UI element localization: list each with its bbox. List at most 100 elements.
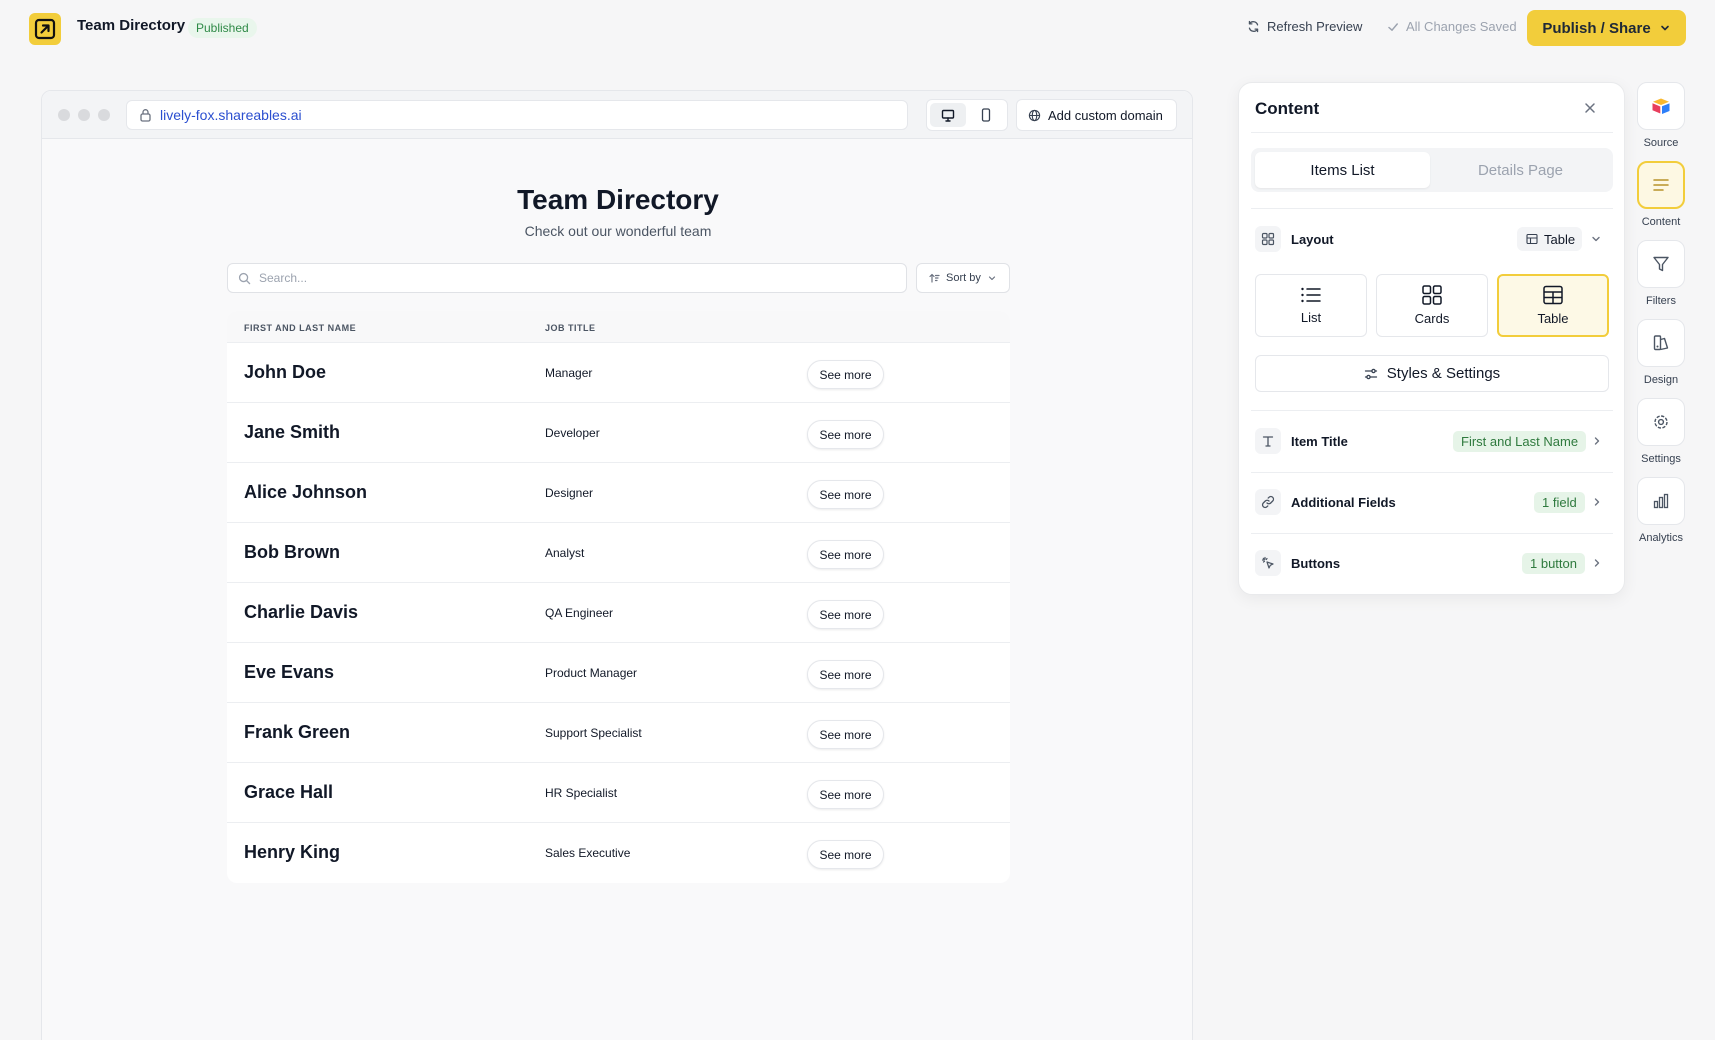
tab-details-page[interactable]: Details Page	[1477, 161, 1564, 179]
member-job-title: QA Engineer	[545, 606, 614, 620]
publish-share-button[interactable]: Publish / Share	[1527, 10, 1686, 46]
add-custom-domain-button[interactable]: Add custom domain	[1016, 99, 1177, 131]
refresh-icon	[1248, 20, 1259, 33]
member-name: Frank Green	[244, 722, 351, 742]
buttons-value: 1 button	[1522, 553, 1585, 574]
chevron-right-icon	[1594, 559, 1600, 567]
sort-by-label: Sort by	[946, 272, 981, 284]
window-dot	[78, 109, 90, 121]
refresh-preview-button[interactable]: Refresh Preview	[1247, 19, 1362, 34]
member-name: Jane Smith	[244, 422, 341, 442]
table-header: FIRST AND LAST NAME JOB TITLE	[227, 311, 1010, 343]
rail-label: Content	[1641, 216, 1681, 228]
see-more-button[interactable]: See more	[807, 480, 884, 509]
layout-option-table[interactable]: Table	[1497, 274, 1609, 337]
member-name: Bob Brown	[244, 542, 340, 562]
additional-fields-label: Additional Fields	[1291, 495, 1396, 510]
rail-design[interactable]: Design	[1637, 319, 1685, 386]
see-more-button[interactable]: See more	[807, 720, 884, 749]
member-name: Grace Hall	[244, 782, 334, 802]
content-lines-icon	[1653, 179, 1669, 191]
layout-option-list[interactable]: List	[1255, 274, 1367, 337]
layout-option-cards[interactable]: Cards	[1376, 274, 1488, 337]
styles-settings-label: Styles & Settings	[1386, 365, 1501, 382]
table-body: John Doe Manager See more Jane Smith Develop…	[227, 343, 1010, 883]
divider	[1251, 472, 1613, 473]
mobile-view-button[interactable]	[968, 103, 1004, 127]
rail-source[interactable]: Source	[1637, 82, 1685, 149]
member-job-title: Analyst	[545, 546, 585, 560]
rail-content[interactable]: Content	[1637, 161, 1685, 228]
item-title-icon-box	[1255, 428, 1281, 454]
status-badge: Published	[188, 18, 257, 38]
see-more-button[interactable]: See more	[807, 540, 884, 569]
column-header-job-title: JOB TITLE	[545, 323, 596, 333]
see-more-button[interactable]: See more	[807, 660, 884, 689]
table-icon	[1526, 233, 1538, 245]
rail-analytics[interactable]: Analytics	[1637, 477, 1685, 544]
member-job-title: Support Specialist	[545, 726, 642, 740]
rail-filters[interactable]: Filters	[1637, 240, 1685, 307]
publish-share-label: Publish / Share	[1542, 19, 1651, 37]
table-row: Jane Smith Developer See more	[227, 403, 1010, 463]
sliders-icon	[1364, 368, 1377, 379]
filter-icon	[1653, 256, 1669, 272]
list-icon	[1301, 287, 1321, 303]
see-more-button[interactable]: See more	[807, 360, 884, 389]
chevron-down-icon	[1660, 25, 1669, 31]
layout-option-label: Table	[1537, 311, 1569, 326]
layout-select-value: Table	[1544, 231, 1576, 247]
styles-settings-button[interactable]: Styles & Settings	[1255, 355, 1609, 392]
cards-grid-icon	[1422, 285, 1442, 305]
tab-items-list[interactable]: Items List	[1255, 152, 1430, 188]
rail-settings[interactable]: Settings	[1637, 398, 1685, 465]
sort-icon	[929, 273, 940, 283]
rail-analytics-button[interactable]	[1637, 477, 1685, 525]
chevron-down-icon	[988, 276, 995, 281]
project-title: Team Directory	[77, 17, 186, 34]
url-bar[interactable]: lively-fox.shareables.ai	[126, 100, 908, 130]
divider	[1251, 132, 1613, 133]
preview-page: Team Directory Check out our wonderful t…	[42, 139, 1192, 1040]
see-more-button[interactable]: See more	[807, 840, 884, 869]
desktop-view-button[interactable]	[930, 103, 966, 127]
search-box	[227, 263, 907, 293]
content-panel: Content Items List Details Page Layout T…	[1238, 82, 1625, 595]
globe-icon	[1028, 109, 1041, 121]
additional-fields-value: 1 field	[1534, 492, 1585, 513]
check-icon	[1388, 22, 1398, 31]
divider	[1251, 410, 1613, 411]
member-job-title: Sales Executive	[545, 846, 631, 860]
layout-select[interactable]: Table	[1517, 227, 1582, 251]
text-type-icon	[1262, 436, 1274, 447]
table-row: Alice Johnson Designer See more	[227, 463, 1010, 523]
see-more-button[interactable]: See more	[807, 420, 884, 449]
sort-by-button[interactable]: Sort by	[916, 263, 1010, 293]
search-input[interactable]	[259, 271, 859, 285]
column-header-name: FIRST AND LAST NAME	[244, 323, 357, 333]
member-job-title: Product Manager	[545, 666, 638, 680]
divider	[1251, 533, 1613, 534]
app-logo[interactable]	[29, 13, 61, 45]
rail-filters-button[interactable]	[1637, 240, 1685, 288]
layout-icon-box	[1255, 226, 1281, 252]
member-name: Henry King	[244, 842, 341, 862]
table-row: Charlie Davis QA Engineer See more	[227, 583, 1010, 643]
see-more-button[interactable]: See more	[807, 780, 884, 809]
table-row: Bob Brown Analyst See more	[227, 523, 1010, 583]
close-panel-button[interactable]	[1579, 97, 1601, 119]
member-job-title: Designer	[545, 486, 594, 500]
buttons-icon-box	[1255, 550, 1281, 576]
rail-content-button[interactable]	[1637, 161, 1685, 209]
chevron-down-icon[interactable]	[1590, 233, 1602, 245]
see-more-button[interactable]: See more	[807, 600, 884, 629]
table-row: Frank Green Support Specialist See more	[227, 703, 1010, 763]
rail-design-button[interactable]	[1637, 319, 1685, 367]
device-toggle	[926, 99, 1008, 131]
content-tabs: Items List Details Page	[1251, 148, 1613, 192]
url-text: lively-fox.shareables.ai	[160, 107, 302, 123]
preview-window: lively-fox.shareables.ai Add custom doma…	[41, 90, 1193, 1040]
rail-source-button[interactable]	[1637, 82, 1685, 130]
rail-settings-button[interactable]	[1637, 398, 1685, 446]
divider	[1251, 208, 1613, 209]
